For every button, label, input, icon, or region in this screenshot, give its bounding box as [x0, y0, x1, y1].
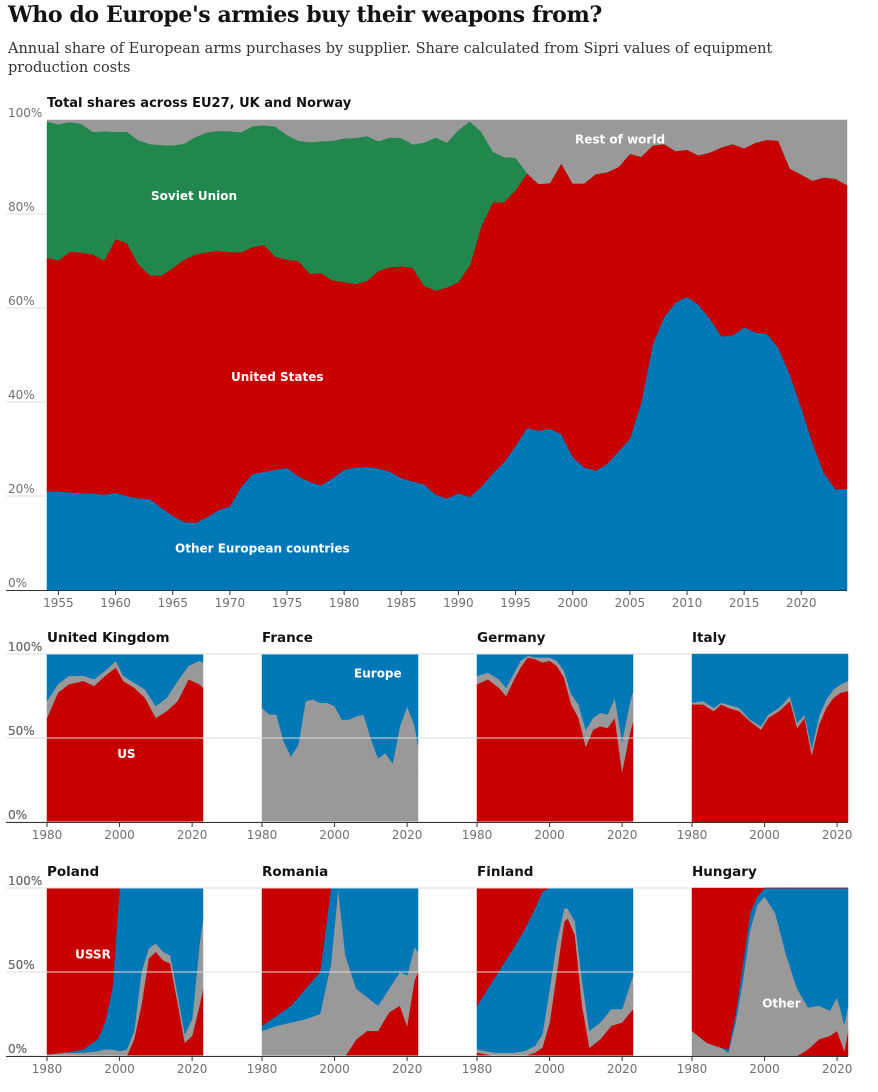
x-tick-label-romania-2020: 2020: [392, 1062, 423, 1076]
chart-panel-italy: Italy 0% 50% 100% 1980 2000 2020: [6, 630, 852, 842]
y-tick-label-total-shares-across-eu27-uk-and-norway-20: 20%: [8, 482, 35, 496]
panel-title-total-shares-across-eu27-uk-and-norway: Total shares across EU27, UK and Norway: [47, 96, 352, 111]
y-tick-label-germany-50: 50%: [8, 724, 35, 738]
x-tick-label-italy-2020: 2020: [822, 828, 853, 842]
y-tick-label-poland-100: 100%: [8, 874, 42, 888]
x-tick-label-romania-2000: 2000: [319, 1062, 350, 1076]
y-tick-label-hungary-0: 0%: [8, 1042, 27, 1056]
panel-title-italy: Italy: [692, 630, 726, 646]
x-tick-label-hungary-2020: 2020: [822, 1062, 853, 1076]
label-us: US: [117, 747, 135, 761]
label-other-european-countries: Other European countries: [175, 541, 350, 555]
panel-title-poland: Poland: [47, 864, 99, 880]
x-tick-label-total-shares-across-eu27-uk-and-norway-2015: 2015: [729, 596, 760, 610]
label-rest-of-world: Rest of world: [575, 133, 665, 147]
x-tick-label-germany-1980: 1980: [462, 828, 493, 842]
y-tick-label-poland-50: 50%: [8, 958, 35, 972]
panel-title-france: France: [262, 630, 313, 646]
x-tick-label-italy-1980: 1980: [677, 828, 708, 842]
y-tick-label-hungary-100: 100%: [8, 874, 42, 888]
x-tick-label-finland-2000: 2000: [534, 1062, 565, 1076]
panel-title-romania: Romania: [262, 864, 328, 880]
x-tick-label-poland-2000: 2000: [104, 1062, 135, 1076]
y-tick-label-romania-100: 100%: [8, 874, 42, 888]
x-tick-label-total-shares-across-eu27-uk-and-norway-2010: 2010: [672, 596, 703, 610]
label-ussr: USSR: [75, 948, 111, 962]
y-tick-label-total-shares-across-eu27-uk-and-norway-100: 100%: [8, 106, 42, 120]
x-tick-label-france-1980: 1980: [247, 828, 278, 842]
area-hungary-ussr: [691, 887, 848, 1050]
x-tick-label-united-kingdom-2000: 2000: [104, 828, 135, 842]
panel-title-hungary: Hungary: [692, 864, 757, 880]
y-tick-label-hungary-50: 50%: [8, 958, 35, 972]
x-tick-label-hungary-2000: 2000: [749, 1062, 780, 1076]
y-tick-label-total-shares-across-eu27-uk-and-norway-60: 60%: [8, 294, 35, 308]
x-tick-label-total-shares-across-eu27-uk-and-norway-1965: 1965: [157, 596, 188, 610]
y-tick-label-germany-100: 100%: [8, 640, 42, 654]
y-tick-label-total-shares-across-eu27-uk-and-norway-0: 0%: [8, 576, 27, 590]
x-tick-label-finland-2020: 2020: [607, 1062, 638, 1076]
y-tick-label-finland-50: 50%: [8, 958, 35, 972]
x-tick-label-italy-2000: 2000: [749, 828, 780, 842]
x-tick-label-total-shares-across-eu27-uk-and-norway-1980: 1980: [329, 596, 360, 610]
x-tick-label-united-kingdom-1980: 1980: [32, 828, 63, 842]
panel-title-finland: Finland: [477, 864, 533, 880]
y-tick-label-romania-50: 50%: [8, 958, 35, 972]
x-tick-label-total-shares-across-eu27-uk-and-norway-1975: 1975: [272, 596, 303, 610]
y-tick-label-finland-100: 100%: [8, 874, 42, 888]
y-tick-label-total-shares-across-eu27-uk-and-norway-80: 80%: [8, 200, 35, 214]
y-tick-label-italy-100: 100%: [8, 640, 42, 654]
chart-panel-hungary: Hungary 0% 50% 100% 1980 2000 2020 Other: [6, 864, 852, 1076]
x-tick-label-total-shares-across-eu27-uk-and-norway-1995: 1995: [500, 596, 531, 610]
x-tick-label-total-shares-across-eu27-uk-and-norway-1955: 1955: [43, 596, 74, 610]
panel-title-germany: Germany: [477, 630, 546, 646]
x-tick-label-united-kingdom-2020: 2020: [177, 828, 208, 842]
y-tick-label-france-0: 0%: [8, 808, 27, 822]
label-europe: Europe: [354, 667, 402, 681]
y-tick-label-poland-0: 0%: [8, 1042, 27, 1056]
x-tick-label-total-shares-across-eu27-uk-and-norway-2020: 2020: [786, 596, 817, 610]
x-tick-label-germany-2020: 2020: [607, 828, 638, 842]
x-tick-label-germany-2000: 2000: [534, 828, 565, 842]
y-tick-label-romania-0: 0%: [8, 1042, 27, 1056]
area-total-shares-across-eu27-uk-and-norway-rest-of-world: [46, 119, 848, 186]
x-tick-label-poland-2020: 2020: [177, 1062, 208, 1076]
area-italy-europe: [691, 653, 849, 749]
x-tick-label-total-shares-across-eu27-uk-and-norway-2000: 2000: [557, 596, 588, 610]
panel-title-united-kingdom: United Kingdom: [47, 630, 170, 646]
x-tick-label-hungary-1980: 1980: [677, 1062, 708, 1076]
chart-panel-total-shares-across-eu27-uk-and-norway: Total shares across EU27, UK and Norway 0…: [6, 96, 848, 610]
page-title: Who do Europe's armies buy their weapons…: [8, 2, 602, 28]
chart-panel-finland: Finland 0% 50% 100% 1980 2000 2020: [6, 864, 637, 1076]
label-united-states: United States: [231, 370, 324, 384]
y-tick-label-united-kingdom-0: 0%: [8, 808, 27, 822]
x-tick-label-france-2020: 2020: [392, 828, 423, 842]
y-tick-label-italy-0: 0%: [8, 808, 27, 822]
x-tick-label-poland-1980: 1980: [32, 1062, 63, 1076]
x-tick-label-total-shares-across-eu27-uk-and-norway-1970: 1970: [215, 596, 246, 610]
y-tick-label-germany-0: 0%: [8, 808, 27, 822]
x-tick-label-france-2000: 2000: [319, 828, 350, 842]
chart-panel-united-kingdom: United Kingdom 0% 50% 100% 1980 2000 2020 US: [6, 630, 207, 842]
x-tick-label-total-shares-across-eu27-uk-and-norway-1990: 1990: [443, 596, 474, 610]
y-tick-label-france-50: 50%: [8, 724, 35, 738]
x-tick-label-total-shares-across-eu27-uk-and-norway-1985: 1985: [386, 596, 417, 610]
label-soviet-union: Soviet Union: [151, 189, 237, 203]
x-tick-label-finland-1980: 1980: [462, 1062, 493, 1076]
y-tick-label-united-kingdom-50: 50%: [8, 724, 35, 738]
y-tick-label-france-100: 100%: [8, 640, 42, 654]
y-tick-label-italy-50: 50%: [8, 724, 35, 738]
x-tick-label-total-shares-across-eu27-uk-and-norway-1960: 1960: [100, 596, 131, 610]
chart-panel-poland: Poland 0% 50% 100% 1980 2000 2020 USSR: [6, 864, 207, 1076]
page-subtitle: Annual share of European arms purchases …: [8, 41, 773, 76]
x-tick-label-romania-1980: 1980: [247, 1062, 278, 1076]
y-tick-label-finland-0: 0%: [8, 1042, 27, 1056]
y-tick-label-united-kingdom-100: 100%: [8, 640, 42, 654]
y-tick-label-total-shares-across-eu27-uk-and-norway-40: 40%: [8, 388, 35, 402]
x-tick-label-total-shares-across-eu27-uk-and-norway-2005: 2005: [615, 596, 646, 610]
label-other: Other: [762, 996, 801, 1010]
